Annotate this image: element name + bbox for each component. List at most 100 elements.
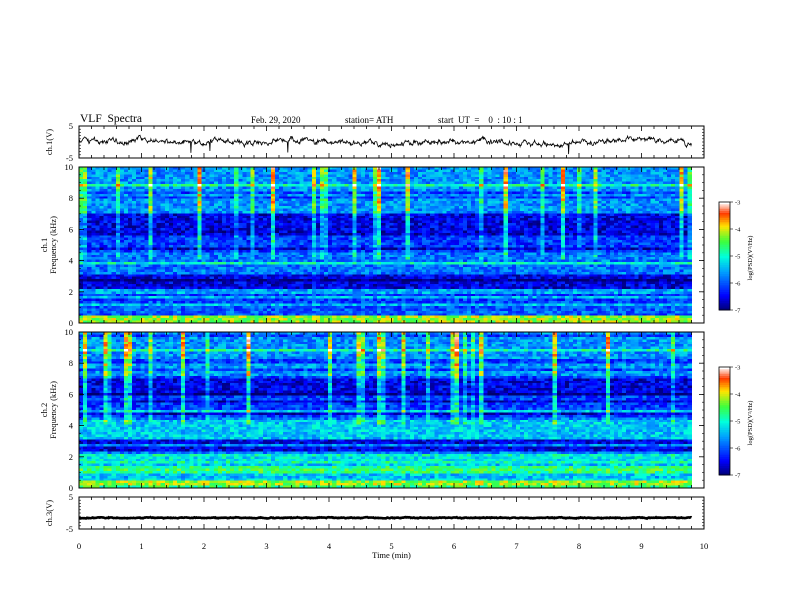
spectrogram-cell	[679, 191, 683, 194]
spectrogram-cell	[438, 240, 442, 243]
spectrogram-cell	[165, 194, 169, 197]
spectrogram-cell	[381, 226, 385, 229]
spectrogram-cell	[606, 189, 610, 192]
spectrogram-cell	[226, 182, 230, 185]
spectrogram-cell	[634, 182, 638, 185]
spectrogram-cell	[349, 199, 353, 202]
spectrogram-cell	[532, 208, 536, 211]
spectrogram-cell	[295, 223, 299, 226]
spectrogram-cell	[287, 208, 291, 211]
spectrogram-cell	[377, 238, 381, 241]
spectrogram-cell	[373, 174, 377, 177]
spectrogram-cell	[557, 238, 561, 241]
spectrogram-cell	[185, 228, 189, 231]
spectrogram-cell	[291, 218, 295, 221]
spectrogram-cell	[479, 174, 483, 177]
spectrogram-cell	[483, 174, 487, 177]
spectrogram-cell	[181, 184, 185, 187]
spectrogram-cell	[663, 191, 667, 194]
spectrogram-cell	[275, 228, 279, 231]
spectrogram-cell	[255, 177, 259, 180]
spectrogram-cell	[108, 191, 112, 194]
spectrogram-cell	[153, 206, 157, 209]
spectrogram-cell	[414, 230, 418, 233]
spectrogram-cell	[316, 228, 320, 231]
spectrogram-cell	[491, 243, 495, 246]
spectrogram-cell	[336, 169, 340, 172]
spectrogram-cell	[418, 169, 422, 172]
spectrogram-cell	[577, 177, 581, 180]
spectrogram-cell	[108, 177, 112, 180]
spectrogram-cell	[153, 213, 157, 216]
spectrogram-cell	[361, 194, 365, 197]
spectrogram-cell	[434, 191, 438, 194]
spectrogram-cell	[663, 213, 667, 216]
spectrogram-cell	[377, 206, 381, 209]
spectrogram-cell	[479, 213, 483, 216]
spectrogram-cell	[251, 223, 255, 226]
spectrogram-cell	[414, 213, 418, 216]
spectrogram-cell	[291, 196, 295, 199]
spectrogram-cell	[140, 191, 144, 194]
spectrogram-cell	[594, 191, 598, 194]
spectrogram-cell	[406, 211, 410, 214]
spectrogram-cell	[120, 199, 124, 202]
spectrogram-cell	[683, 177, 687, 180]
spectrogram-cell	[475, 187, 479, 190]
spectrogram-cell	[459, 235, 463, 238]
spectrogram-cell	[483, 218, 487, 221]
spectrogram-cell	[667, 201, 671, 204]
spectrogram-cell	[136, 184, 140, 187]
spectrogram-cell	[189, 240, 193, 243]
spectrogram-cell	[540, 182, 544, 185]
spectrogram-cell	[222, 218, 226, 221]
spectrogram-cell	[263, 184, 267, 187]
spectrogram-cell	[295, 240, 299, 243]
spectrogram-cell	[479, 238, 483, 241]
spectrogram-cell	[467, 213, 471, 216]
spectrogram-cell	[675, 194, 679, 197]
spectrogram-cell	[79, 201, 83, 204]
spectrogram-cell	[287, 213, 291, 216]
spectrogram-cell	[202, 196, 206, 199]
spectrogram-cell	[643, 228, 647, 231]
spectrogram-cell	[255, 245, 259, 248]
spectrogram-cell	[128, 206, 132, 209]
spectrogram-cell	[414, 243, 418, 246]
spectrogram-cell	[614, 240, 618, 243]
spectrogram-cell	[671, 230, 675, 233]
spectrogram-cell	[140, 226, 144, 229]
spectrogram-cell	[153, 182, 157, 185]
spectrogram-cell	[471, 230, 475, 233]
spectrogram-cell	[136, 245, 140, 248]
spectrogram-cell	[410, 235, 414, 238]
spectrogram-cell	[496, 177, 500, 180]
spectrogram-cell	[671, 211, 675, 214]
spectrogram-cell	[389, 243, 393, 246]
spectrogram-cell	[638, 233, 642, 236]
spectrogram-cell	[279, 235, 283, 238]
spectrogram-cell	[255, 228, 259, 231]
spectrogram-cell	[161, 221, 165, 224]
spectrogram-cell	[626, 184, 630, 187]
spectrogram-cell	[377, 218, 381, 221]
spectrogram-cell	[683, 223, 687, 226]
spectrogram-cell	[651, 196, 655, 199]
spectrogram-cell	[553, 216, 557, 219]
spectrogram-cell	[638, 218, 642, 221]
spectrogram-cell	[136, 223, 140, 226]
spectrogram-cell	[144, 243, 148, 246]
spectrogram-cell	[91, 235, 95, 238]
spectrogram-cell	[614, 218, 618, 221]
spectrogram-cell	[598, 216, 602, 219]
spectrogram-cell	[222, 211, 226, 214]
spectrogram-cell	[589, 238, 593, 241]
spectrogram-cell	[177, 184, 181, 187]
spectrogram-cell	[467, 187, 471, 190]
spectrogram-cell	[557, 221, 561, 224]
spectrogram-cell	[512, 204, 516, 207]
spectrogram-cell	[251, 201, 255, 204]
spectrogram-cell	[197, 174, 201, 177]
spectrogram-cell	[671, 238, 675, 241]
spectrogram-cell	[651, 223, 655, 226]
